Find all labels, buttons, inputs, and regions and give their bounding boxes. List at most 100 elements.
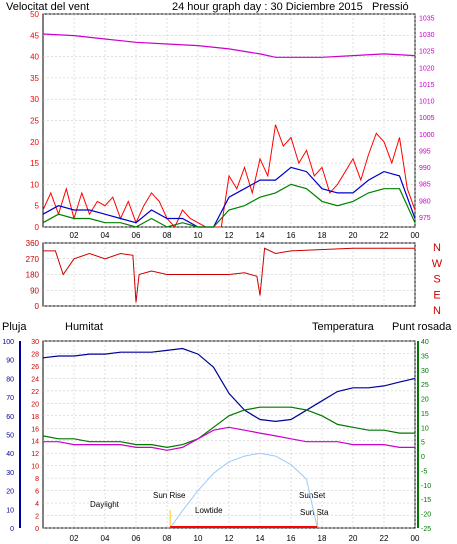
pressure-axis-tick-label: 990 — [419, 165, 431, 172]
pressure-axis-tick-label: 1010 — [419, 99, 435, 106]
wind-x-tick-label: 16 — [287, 231, 296, 240]
humidity-x-tick-label: 02 — [70, 534, 79, 543]
rain-tick-label: 28 — [31, 351, 39, 358]
pressure-axis-tick-label: 1025 — [419, 49, 435, 56]
wind-x-tick-label: 06 — [132, 231, 141, 240]
daylight-annotation: Daylight — [90, 500, 120, 509]
rain-tick-label: 0 — [35, 526, 39, 533]
compass-letter: E — [433, 289, 440, 301]
direction-tick-label: 360 — [26, 239, 40, 248]
rain-tick-label: 16 — [31, 426, 39, 433]
pressure-axis-tick-label: 985 — [419, 182, 431, 189]
wind-axis-tick-label: 20 — [30, 138, 39, 147]
pressure-axis-tick-label: 1030 — [419, 32, 435, 39]
humidity-x-tick-label: 00 — [411, 534, 420, 543]
temperature-label: Temperatura — [312, 321, 375, 333]
humidity-x-tick-label: 04 — [101, 534, 110, 543]
humidity-tick-label: 60 — [6, 414, 14, 421]
wind-axis-tick-label: 25 — [30, 117, 39, 126]
humidity-x-tick-label: 22 — [380, 534, 389, 543]
direction-tick-label: 0 — [35, 302, 40, 311]
wind-axis-tick-label: 40 — [30, 53, 39, 62]
pressure-axis-tick-label: 980 — [419, 198, 431, 205]
humidity-series-line-1 — [42, 406, 415, 449]
humidity-label: Humitat — [65, 321, 103, 333]
wind-axis-tick-label: 5 — [35, 202, 40, 211]
temperature-tick-label: -5 — [421, 468, 427, 475]
wind-series-line-3 — [42, 33, 416, 58]
temperature-tick-label: 25 — [421, 382, 429, 389]
humidity-x-tick-label: 06 — [132, 534, 141, 543]
direction-tick-label: 270 — [26, 255, 40, 264]
rain-tick-label: 26 — [31, 364, 39, 371]
temperature-tick-label: 0 — [421, 454, 425, 461]
temperature-tick-label: 5 — [421, 440, 425, 447]
humidity-x-tick-label: 10 — [194, 534, 203, 543]
temperature-tick-label: 20 — [421, 397, 429, 404]
sunrise-annotation: Sun Rise — [153, 491, 186, 500]
pressure-axis-tick-label: 995 — [419, 148, 431, 155]
wind-x-tick-label: 22 — [380, 231, 389, 240]
humidity-tick-label: 40 — [6, 451, 14, 458]
humidity-tick-label: 50 — [6, 433, 14, 440]
temperature-tick-label: 30 — [421, 368, 429, 375]
humidity-tick-label: 100 — [2, 339, 14, 346]
temperature-tick-label: 15 — [421, 411, 429, 418]
wind-x-tick-label: 08 — [163, 231, 172, 240]
sunset-annotation: SunSet — [299, 491, 326, 500]
humidity-tick-label: 90 — [6, 358, 14, 365]
rain-tick-label: 4 — [35, 501, 39, 508]
wind-x-tick-label: 18 — [318, 231, 327, 240]
temperature-tick-label: -15 — [421, 497, 431, 504]
humidity-x-tick-label: 20 — [349, 534, 358, 543]
wind-x-tick-label: 12 — [225, 231, 234, 240]
pressure-axis-tick-label: 1020 — [419, 65, 435, 72]
rain-tick-label: 2 — [35, 514, 39, 521]
wind-axis-tick-label: 0 — [35, 223, 40, 232]
rain-tick-label: 14 — [31, 439, 39, 446]
wind-axis-tick-label: 45 — [30, 31, 39, 40]
humidity-x-tick-label: 18 — [318, 534, 327, 543]
direction-tick-label: 90 — [30, 286, 39, 295]
direction-tick-label: 180 — [26, 271, 40, 280]
humidity-x-tick-label: 14 — [256, 534, 265, 543]
temperature-tick-label: -20 — [421, 512, 431, 519]
wind-axis-tick-label: 35 — [30, 74, 39, 83]
wind-x-tick-label: 20 — [349, 231, 358, 240]
wind-x-tick-label: 02 — [70, 231, 79, 240]
humidity-tick-label: 70 — [6, 395, 14, 402]
rain-tick-label: 24 — [31, 376, 39, 383]
sunstart-annotation: Sun Sta — [300, 508, 329, 517]
wind-axis-tick-label: 15 — [30, 159, 39, 168]
rain-tick-label: 30 — [31, 339, 39, 346]
wind-axis-tick-label: 50 — [30, 10, 39, 19]
humidity-tick-label: 80 — [6, 376, 14, 383]
sun-elevation-curve — [169, 452, 318, 529]
temperature-tick-label: 35 — [421, 353, 429, 360]
compass-letter: N — [433, 305, 441, 317]
lowtide-annotation: Lowtide — [195, 506, 223, 515]
wind-series-line-2 — [42, 183, 416, 228]
humidity-x-tick-label: 16 — [287, 534, 296, 543]
humidity-tick-label: 20 — [6, 489, 14, 496]
wind-series-line-1 — [42, 166, 416, 228]
direction-series-line — [43, 247, 415, 303]
wind-axis-tick-label: 10 — [30, 180, 39, 189]
pressure-axis-tick-label: 1035 — [419, 15, 435, 22]
rain-tick-label: 12 — [31, 451, 39, 458]
wind-series-line-0 — [42, 124, 416, 228]
rain-tick-label: 18 — [31, 414, 39, 421]
humidity-x-tick-label: 12 — [225, 534, 234, 543]
compass-letter: N — [433, 242, 441, 254]
rain-tick-label: 6 — [35, 489, 39, 496]
pressure-axis-tick-label: 1015 — [419, 82, 435, 89]
wind-speed-label: Velocitat del vent — [6, 1, 89, 13]
pressure-axis-tick-label: 1000 — [419, 132, 435, 139]
dew-point-label: Punt rosada — [392, 321, 452, 333]
rain-tick-label: 20 — [31, 401, 39, 408]
humidity-tick-label: 10 — [6, 507, 14, 514]
pressure-axis-tick-label: 1005 — [419, 115, 435, 122]
compass-letter: W — [432, 258, 443, 270]
